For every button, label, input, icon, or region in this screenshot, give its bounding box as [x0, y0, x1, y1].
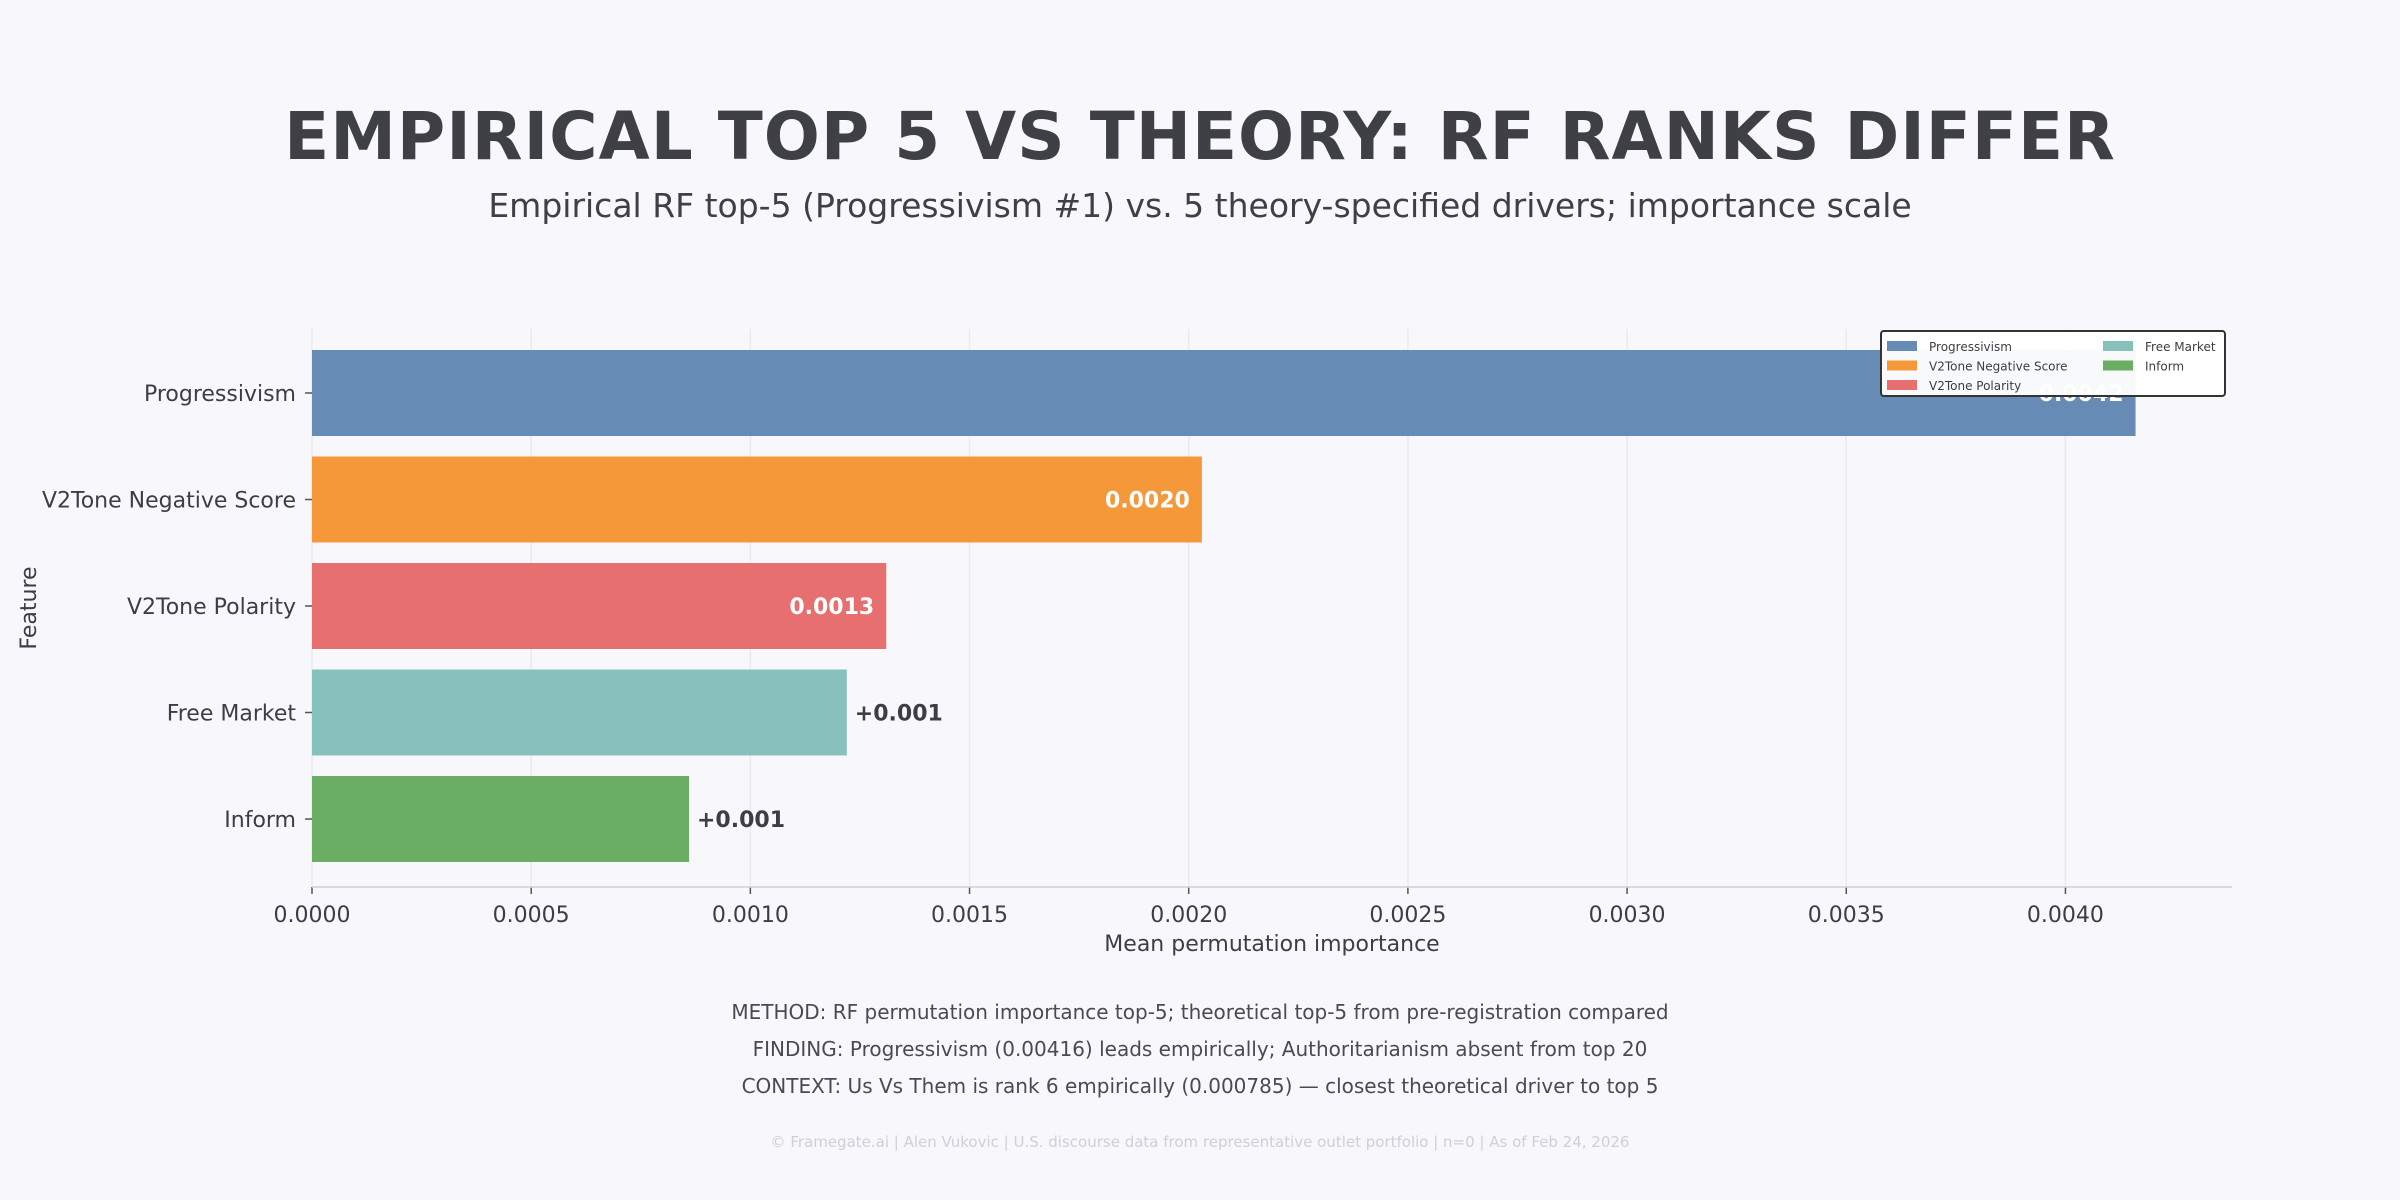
x-tick-label: 0.0010: [712, 903, 789, 928]
legend-label: Progressivism: [1929, 340, 2012, 354]
x-tick-label: 0.0030: [1589, 903, 1666, 928]
notes: METHOD: RF permutation importance top-5;…: [0, 994, 2400, 1105]
x-tick-label: 0.0000: [274, 903, 351, 928]
y-tick-label: Free Market: [167, 702, 297, 727]
x-tick-label: 0.0025: [1369, 903, 1446, 928]
legend-swatch: [1887, 380, 1917, 390]
bar-v2tone-polarity: [312, 563, 887, 649]
legend-label: V2Tone Negative Score: [1929, 360, 2068, 374]
data-label: +0.001: [697, 808, 785, 833]
y-tick-label: Progressivism: [144, 382, 296, 407]
legend-swatch: [2103, 341, 2133, 351]
x-tick-label: 0.0040: [2027, 903, 2104, 928]
y-tick-label: Inform: [224, 808, 296, 833]
legend-box: [1880, 330, 2226, 397]
note-method: METHOD: RF permutation importance top-5;…: [731, 1000, 1669, 1024]
legend-label: V2Tone Polarity: [1929, 379, 2021, 393]
x-axis-label: Mean permutation importance: [1104, 932, 1439, 957]
x-tick-label: 0.0020: [1150, 903, 1227, 928]
legend-swatch: [1887, 341, 1917, 351]
bar-free-market: [312, 669, 847, 756]
bar-progressivism: [312, 350, 2136, 436]
data-label: +0.001: [855, 702, 943, 727]
x-tick-label: 0.0015: [931, 903, 1008, 928]
legend-swatch: [2103, 360, 2133, 371]
y-tick-label: V2Tone Polarity: [127, 595, 296, 620]
note-finding: FINDING: Progressivism (0.00416) leads e…: [752, 1037, 1648, 1061]
bar-v2tone-negative-score: [312, 456, 1202, 543]
chart-title: EMPIRICAL TOP 5 VS THEORY: RF RANKS DIFF…: [284, 98, 2116, 175]
note-context: CONTEXT: Us Vs Them is rank 6 empiricall…: [741, 1074, 1659, 1098]
x-tick-label: 0.0035: [1808, 903, 1885, 928]
bar-inform: [312, 776, 689, 862]
legend-label: Inform: [2145, 360, 2184, 374]
data-label: 0.0020: [1105, 489, 1190, 514]
legend-swatch: [1887, 360, 1917, 371]
footer-credit: © Framegate.ai | Alen Vukovic | U.S. dis…: [770, 1133, 1630, 1151]
legend-label: Free Market: [2145, 340, 2216, 354]
chart-subtitle: Empirical RF top-5 (Progressivism #1) vs…: [488, 186, 1912, 225]
data-label: 0.0013: [789, 595, 874, 620]
y-axis-label: Feature: [17, 566, 42, 649]
x-tick-label: 0.0005: [493, 903, 570, 928]
y-tick-label: V2Tone Negative Score: [42, 489, 296, 514]
